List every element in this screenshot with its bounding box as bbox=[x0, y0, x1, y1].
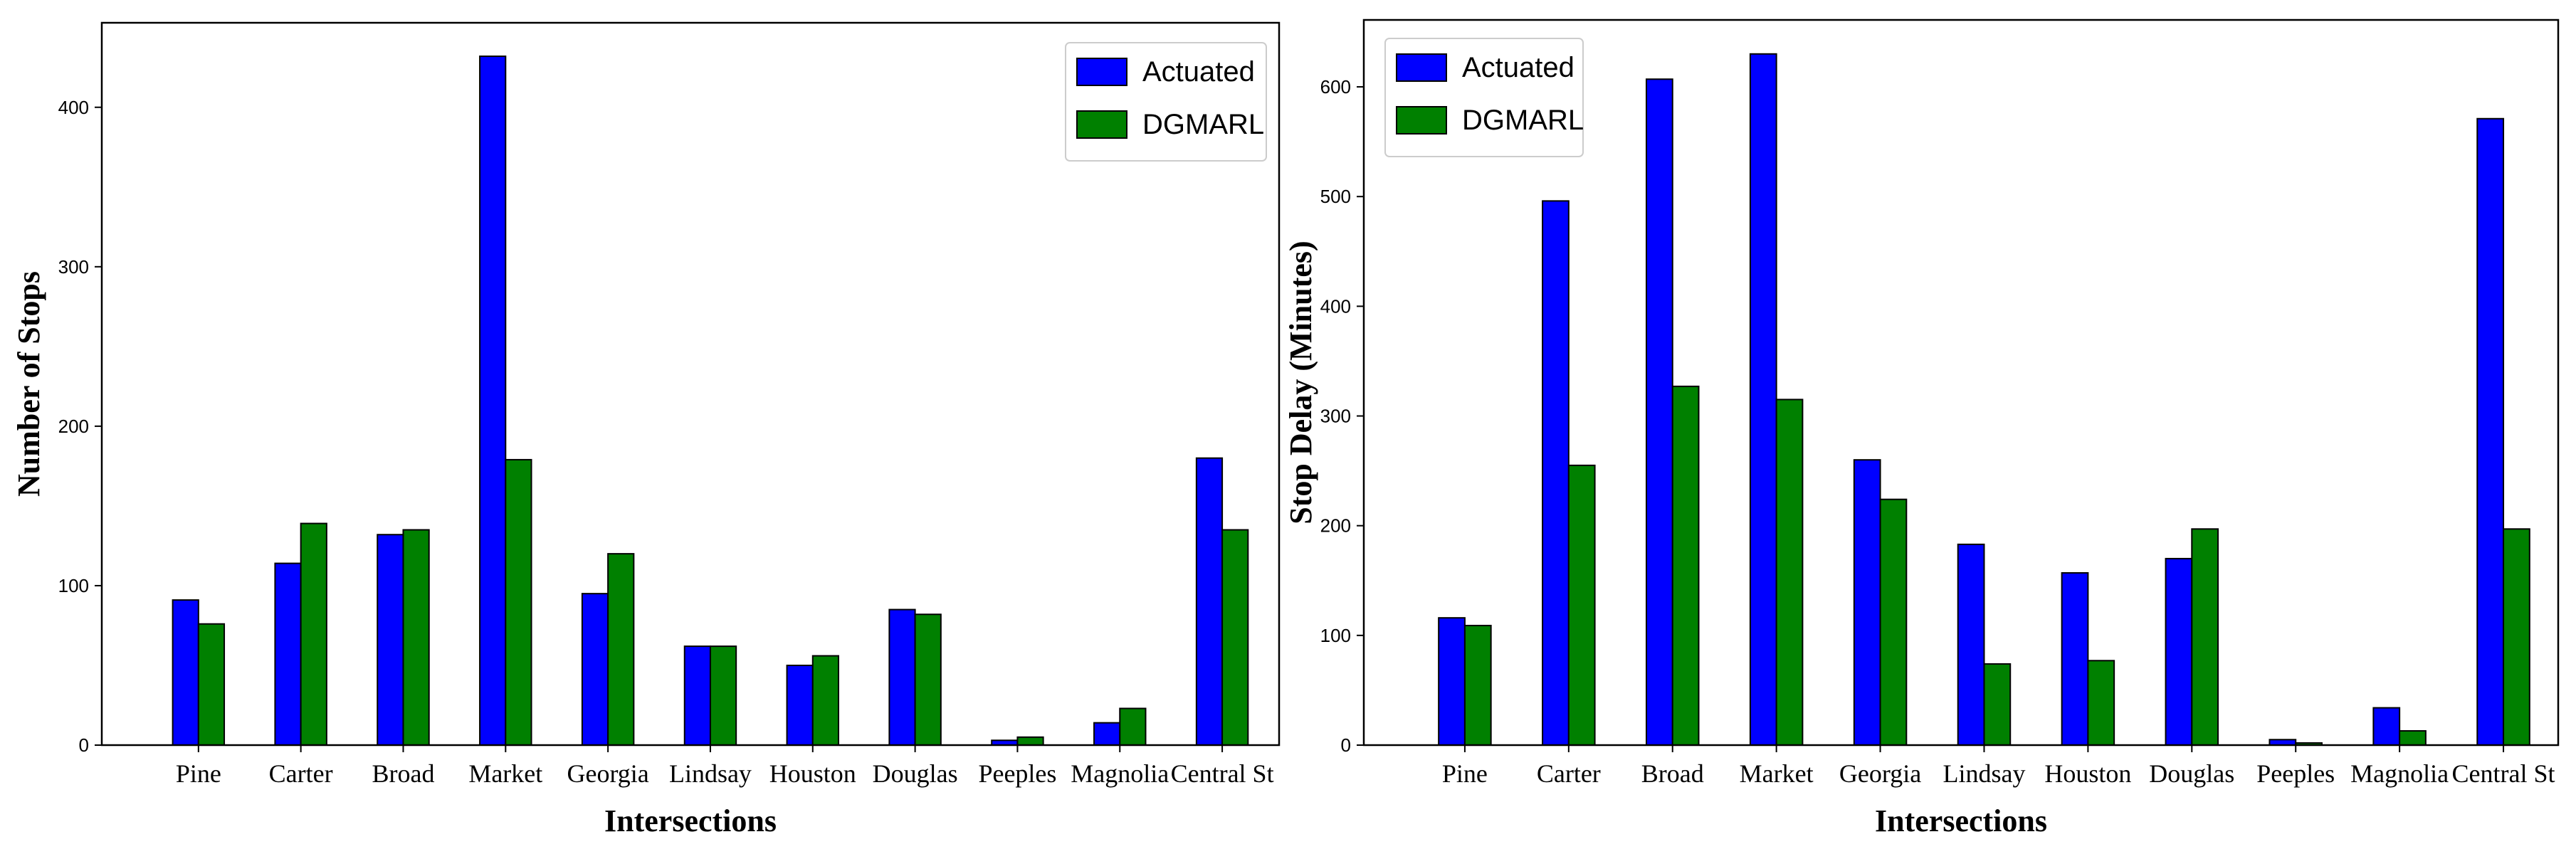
x-tick-label: Carter bbox=[1537, 759, 1601, 788]
bar-actuated-houston bbox=[2061, 571, 2089, 746]
y-tick-label: 500 bbox=[1320, 186, 1351, 207]
bar-dgmarl-market bbox=[505, 458, 532, 747]
x-tick-label: Market bbox=[468, 759, 542, 788]
x-tick-label: Market bbox=[1740, 759, 1814, 788]
legend-label-actuated: Actuated bbox=[1462, 52, 1574, 83]
bar-dgmarl-lindsay bbox=[709, 645, 737, 746]
bar-actuated-georgia bbox=[1853, 459, 1881, 746]
bar-dgmarl-georgia bbox=[607, 553, 635, 747]
bar-actuated-central-st bbox=[2476, 117, 2505, 746]
bar-actuated-market bbox=[479, 56, 507, 746]
x-tick-label: Peeples bbox=[978, 759, 1056, 788]
bar-actuated-houston bbox=[786, 664, 814, 747]
y-tick-label: 0 bbox=[1341, 734, 1351, 756]
bar-dgmarl-carter bbox=[1567, 464, 1596, 746]
bar-actuated-georgia bbox=[581, 593, 609, 747]
x-tick-label: Central St bbox=[2452, 759, 2555, 788]
plot-frame bbox=[1362, 19, 2560, 747]
y-tick-label: 300 bbox=[58, 256, 89, 278]
bar-dgmarl-magnolia bbox=[1119, 707, 1147, 746]
bar-dgmarl-houston bbox=[811, 655, 840, 747]
x-tick-label: Pine bbox=[176, 759, 221, 788]
y-tick-label: 400 bbox=[1320, 295, 1351, 317]
bar-dgmarl-carter bbox=[300, 522, 327, 746]
bar-actuated-lindsay bbox=[1957, 543, 1985, 746]
chart-panel-2: Pine Carter Broad Market Georgia Lindsay Houst… bbox=[1283, 19, 2560, 838]
bar-dgmarl-pine bbox=[1463, 624, 1492, 746]
bar-actuated-douglas bbox=[888, 608, 916, 747]
x-axis-title: Intersections bbox=[604, 803, 777, 838]
chart-panel-1: Pine Carter Broad Market Georgia Lindsay Houst… bbox=[11, 21, 1281, 838]
y-tick-label: 400 bbox=[58, 97, 89, 118]
x-tick-label: Houston bbox=[2044, 759, 2131, 788]
bar-actuated-magnolia bbox=[2372, 707, 2401, 746]
legend-label-dgmarl: DGMARL bbox=[1462, 105, 1584, 136]
legend-label-actuated: Actuated bbox=[1142, 56, 1255, 88]
y-tick-label: 100 bbox=[58, 575, 89, 596]
x-tick-label: Georgia bbox=[567, 759, 648, 788]
y-axis-title: Number of Stops bbox=[11, 271, 46, 497]
bar-actuated-douglas bbox=[2165, 557, 2193, 746]
bar-dgmarl-peeples bbox=[1016, 736, 1044, 746]
bar-actuated-broad bbox=[1645, 78, 1673, 747]
x-tick-label: Carter bbox=[269, 759, 333, 788]
bar-dgmarl-broad bbox=[1671, 385, 1700, 747]
legend: Actuated DGMARL bbox=[1384, 38, 1584, 157]
x-tick-label: Pine bbox=[1442, 759, 1488, 788]
x-tick-label: Magnolia bbox=[1071, 759, 1169, 788]
y-axis-title: Stop Delay (Minutes) bbox=[1283, 241, 1318, 524]
bar-actuated-lindsay bbox=[683, 645, 711, 746]
bar-dgmarl-lindsay bbox=[1983, 663, 2012, 746]
legend-label-dgmarl: DGMARL bbox=[1142, 109, 1264, 140]
bar-dgmarl-central-st bbox=[1221, 529, 1249, 746]
bar-dgmarl-broad bbox=[402, 529, 430, 746]
bar-actuated-market bbox=[1749, 53, 1777, 746]
bar-dgmarl-pine bbox=[197, 623, 226, 746]
y-tick-label: 200 bbox=[1320, 515, 1351, 537]
bar-dgmarl-douglas bbox=[914, 613, 942, 746]
y-tick-label: 0 bbox=[79, 734, 89, 756]
x-tick-label: Central St bbox=[1171, 759, 1274, 788]
x-tick-label: Houston bbox=[769, 759, 856, 788]
x-tick-label: Broad bbox=[372, 759, 434, 788]
legend-swatch-actuated bbox=[1076, 58, 1127, 86]
x-tick-label: Lindsay bbox=[1942, 759, 2025, 788]
bar-actuated-pine bbox=[172, 599, 199, 746]
bar-actuated-carter bbox=[1542, 200, 1570, 746]
x-tick-label: Magnolia bbox=[2350, 759, 2449, 788]
legend-swatch-actuated bbox=[1396, 53, 1447, 82]
y-tick-label: 300 bbox=[1320, 406, 1351, 427]
x-tick-label: Broad bbox=[1641, 759, 1704, 788]
bar-dgmarl-magnolia bbox=[2399, 729, 2427, 746]
bar-actuated-magnolia bbox=[1093, 722, 1121, 747]
x-tick-label: Douglas bbox=[873, 759, 958, 788]
x-tick-label: Douglas bbox=[2149, 759, 2234, 788]
bar-dgmarl-houston bbox=[2087, 660, 2115, 746]
x-axis-title: Intersections bbox=[1875, 803, 2047, 838]
legend: Actuated DGMARL bbox=[1065, 42, 1267, 162]
y-tick-label: 600 bbox=[1320, 76, 1351, 97]
bar-dgmarl-douglas bbox=[2191, 528, 2219, 746]
x-tick-label: Georgia bbox=[1839, 759, 1921, 788]
bar-actuated-central-st bbox=[1195, 457, 1224, 746]
bar-actuated-broad bbox=[377, 534, 404, 746]
bar-actuated-carter bbox=[274, 562, 302, 746]
bar-dgmarl-market bbox=[1775, 399, 1804, 746]
x-tick-label: Lindsay bbox=[669, 759, 752, 788]
legend-swatch-dgmarl bbox=[1076, 110, 1127, 139]
bar-actuated-pine bbox=[1438, 617, 1466, 746]
plot-frame bbox=[100, 21, 1281, 747]
x-tick-label: Peeples bbox=[2256, 759, 2335, 788]
legend-swatch-dgmarl bbox=[1396, 106, 1447, 135]
bar-dgmarl-georgia bbox=[1879, 498, 1908, 746]
y-tick-label: 100 bbox=[1320, 625, 1351, 646]
bar-dgmarl-central-st bbox=[2503, 528, 2530, 746]
y-tick-label: 200 bbox=[58, 416, 89, 437]
